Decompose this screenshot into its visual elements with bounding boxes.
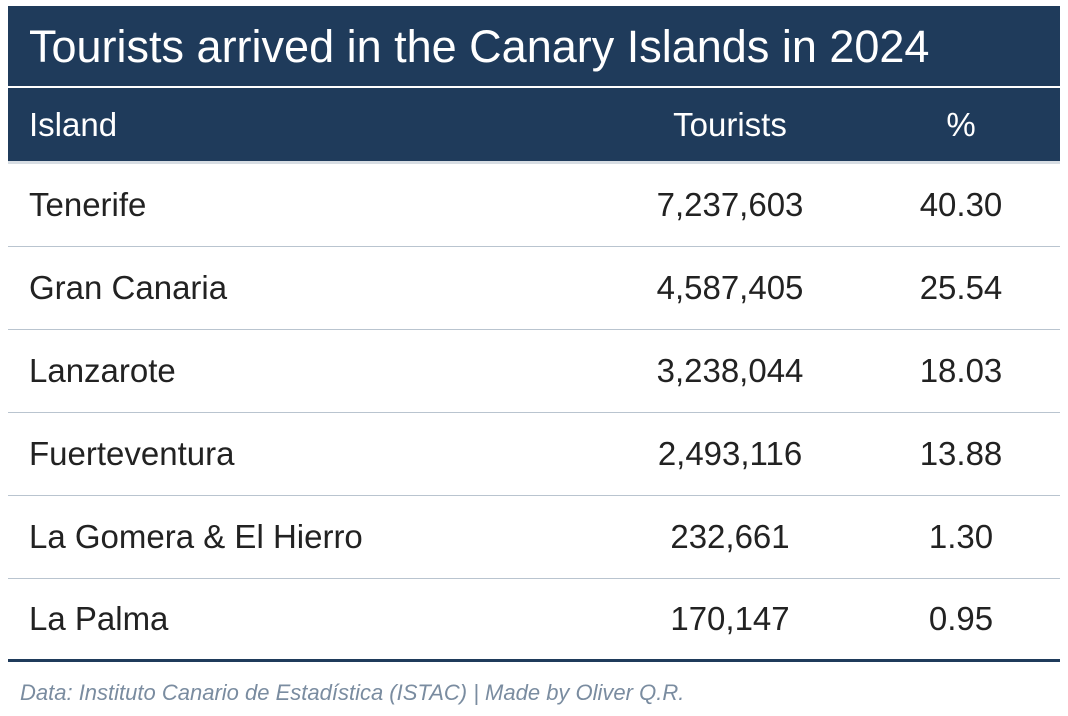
cell-percent: 25.54 bbox=[919, 269, 1003, 306]
cell-percent: 18.03 bbox=[919, 352, 1003, 389]
table-title-bar: Tourists arrived in the Canary Islands i… bbox=[8, 6, 1060, 88]
table-row: Gran Canaria 4,587,405 25.54 bbox=[8, 247, 1060, 330]
cell-island: Fuerteventura bbox=[29, 435, 235, 472]
table-body: Tenerife 7,237,603 40.30 Gran Canaria 4,587,… bbox=[8, 164, 1060, 662]
cell-island: Tenerife bbox=[29, 186, 147, 223]
cell-percent: 0.95 bbox=[928, 600, 994, 637]
table-row: La Palma 170,147 0.95 bbox=[8, 579, 1060, 662]
table-row: Lanzarote 3,238,044 18.03 bbox=[8, 330, 1060, 413]
cell-tourists: 232,661 bbox=[670, 518, 790, 555]
cell-island: Lanzarote bbox=[29, 352, 176, 389]
cell-percent: 13.88 bbox=[919, 435, 1003, 472]
cell-island: La Gomera & El Hierro bbox=[29, 518, 363, 555]
cell-tourists: 170,147 bbox=[670, 600, 790, 637]
tourists-table: Tourists arrived in the Canary Islands i… bbox=[8, 6, 1060, 662]
source-caption: Data: Instituto Canario de Estadística (… bbox=[20, 680, 685, 705]
cell-percent: 1.30 bbox=[928, 518, 994, 555]
table-row: Fuerteventura 2,493,116 13.88 bbox=[8, 413, 1060, 496]
header-island: Island bbox=[29, 105, 118, 143]
cell-tourists: 2,493,116 bbox=[657, 435, 803, 472]
cell-tourists: 7,237,603 bbox=[656, 186, 804, 223]
header-tourists: Tourists bbox=[673, 105, 787, 143]
table-header-row: Island Tourists % bbox=[8, 88, 1060, 164]
header-percent: % bbox=[946, 105, 976, 143]
cell-island: La Palma bbox=[29, 600, 169, 637]
table-row: Tenerife 7,237,603 40.30 bbox=[8, 164, 1060, 247]
cell-tourists: 3,238,044 bbox=[656, 352, 804, 389]
cell-percent: 40.30 bbox=[919, 186, 1003, 223]
cell-tourists: 4,587,405 bbox=[656, 269, 804, 306]
table-title: Tourists arrived in the Canary Islands i… bbox=[29, 20, 930, 72]
table-row: La Gomera & El Hierro 232,661 1.30 bbox=[8, 496, 1060, 579]
cell-island: Gran Canaria bbox=[29, 269, 228, 306]
